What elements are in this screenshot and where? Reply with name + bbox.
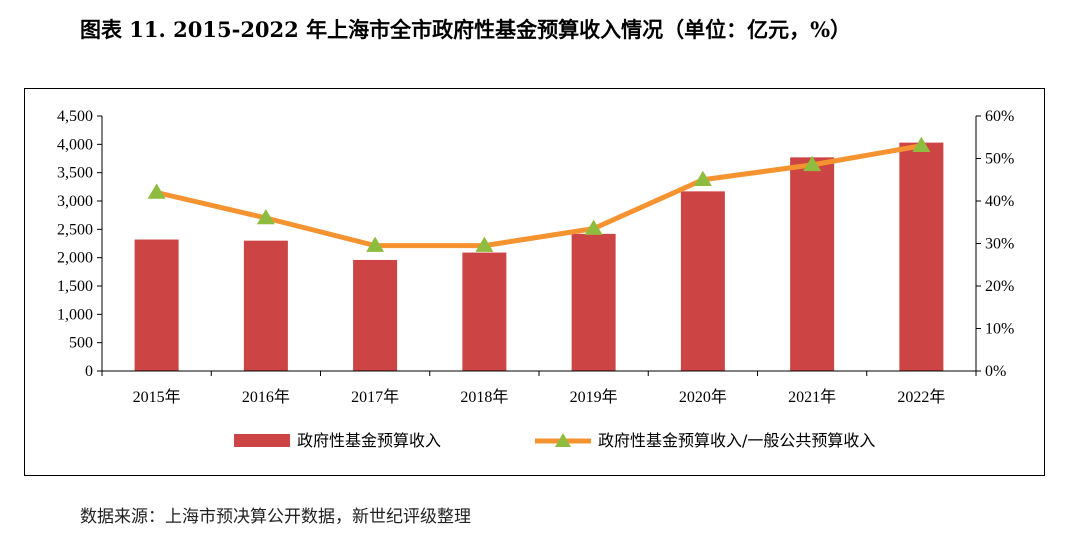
- y-left-tick-label: 3,500: [57, 165, 93, 182]
- figure-title: 图表 11. 2015-2022 年上海市全市政府性基金预算收入情况（单位：亿元…: [80, 17, 852, 42]
- legend-swatch-marker: [555, 433, 571, 447]
- bar: [790, 157, 835, 371]
- y-right-tick-label: 60%: [985, 108, 1014, 125]
- combo-chart: 0 500 1,000 1,500 2,000 2,500 3,000 3,500 4,000 4…: [57, 108, 1014, 450]
- legend-label-line: 政府性基金预算收入/一般公共预算收入: [598, 431, 875, 450]
- legend-label-bar: 政府性基金预算收入: [297, 431, 441, 450]
- ratio-point: [803, 155, 822, 172]
- y-left-tick-label: 2,000: [57, 250, 93, 267]
- y-right-tick-label: 0%: [985, 363, 1006, 380]
- y-left-tick-label: 2,500: [57, 221, 93, 238]
- bar: [243, 240, 288, 371]
- legend-swatch-bar: [234, 434, 290, 447]
- x-tick-label: 2018年: [460, 388, 508, 406]
- x-tick-label: 2016年: [242, 388, 290, 406]
- ratio-point: [366, 236, 385, 252]
- ratio-point: [475, 236, 494, 252]
- ratio-point: [584, 219, 603, 235]
- bar: [353, 259, 398, 371]
- source-note: 数据来源：上海市预决算公开数据，新世纪评级整理: [80, 507, 471, 527]
- bar: [134, 239, 179, 371]
- y-left-tick-label: 0: [85, 363, 93, 380]
- x-tick-label: 2020年: [679, 388, 727, 406]
- y-right-tick-label: 20%: [985, 278, 1014, 295]
- ratio-point: [693, 170, 712, 187]
- ratio-point: [256, 209, 275, 225]
- y-left-tick-label: 1,000: [57, 306, 93, 323]
- y-right-tick-label: 30%: [985, 236, 1014, 253]
- y-right-tick-label: 50%: [985, 151, 1014, 168]
- ratio-line: [156, 143, 922, 249]
- x-tick-label: 2021年: [788, 388, 836, 406]
- bar: [680, 191, 725, 371]
- chart-frame: 0 500 1,000 1,500 2,000 2,500 3,000 3,500 4,000 4…: [24, 88, 1045, 476]
- x-tick-label: 2019年: [570, 388, 618, 406]
- x-tick-label: 2022年: [897, 388, 945, 406]
- x-tick-label: 2017年: [351, 388, 399, 406]
- y-right-tick-label: 10%: [985, 321, 1014, 338]
- y-right-tick-label: 40%: [985, 193, 1014, 210]
- y-left-tick-label: 1,500: [57, 278, 93, 295]
- bar: [571, 233, 616, 371]
- bar: [899, 142, 944, 371]
- ratio-point: [147, 183, 166, 199]
- y-left-tick-label: 500: [69, 335, 93, 352]
- y-left-tick-label: 3,000: [57, 193, 93, 210]
- y-left-tick-label: 4,000: [57, 136, 93, 153]
- y-left-tick-label: 4,500: [57, 108, 93, 125]
- ratio-point: [912, 136, 931, 153]
- bar: [462, 252, 507, 371]
- x-tick-label: 2015年: [133, 388, 181, 406]
